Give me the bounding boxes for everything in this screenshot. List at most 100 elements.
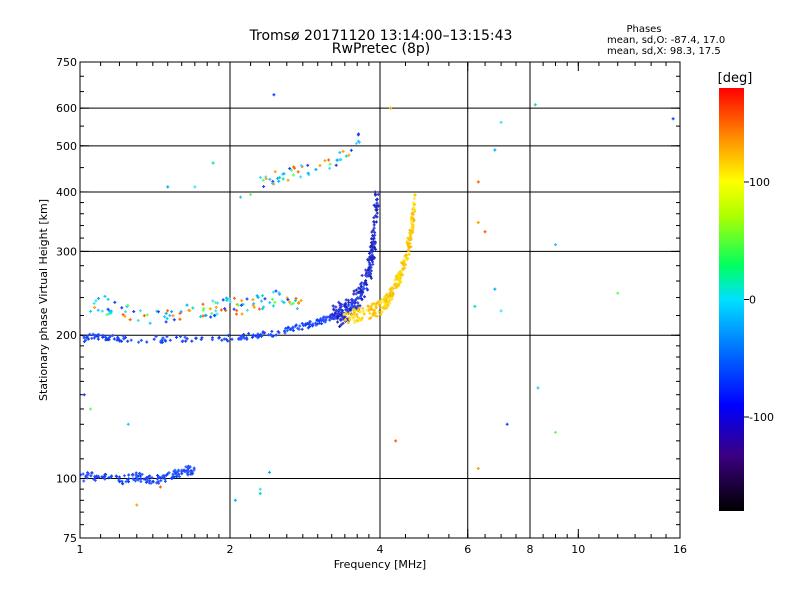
o-trace-point (112, 337, 116, 341)
o-trace-point (274, 333, 278, 337)
upper-trace-point (223, 307, 227, 311)
upper-trace-point (89, 309, 93, 313)
o-trace-point (260, 334, 264, 338)
es-trace-point (160, 475, 164, 479)
scatter-point (249, 193, 253, 197)
x-trace-point (384, 306, 388, 310)
scatter-point (166, 185, 170, 189)
upper-trace-point (270, 297, 274, 301)
es-trace-point (137, 474, 141, 478)
f2-trace-point (273, 170, 277, 174)
es-trace-point (114, 474, 118, 478)
o-trace-point (226, 333, 230, 337)
o-trace-point (322, 315, 326, 319)
x-trace-point (356, 309, 360, 313)
es-trace-point (175, 473, 179, 477)
upper-trace-point (255, 294, 259, 298)
o-trace-point (298, 324, 302, 328)
x-trace-point (368, 311, 372, 315)
f2-trace-point (299, 163, 303, 167)
es-trace-point (103, 477, 107, 481)
o-trace-point (369, 269, 373, 273)
o-trace-point (92, 336, 96, 340)
o-trace-point (371, 255, 375, 259)
o-trace-point (174, 335, 178, 339)
o-trace-point (375, 208, 379, 212)
colorbar-tick-label: 0 (749, 294, 756, 307)
f2-trace-point (258, 176, 262, 180)
o-trace-point (308, 320, 312, 324)
scatter-point (267, 470, 271, 474)
upper-trace-point (285, 296, 289, 300)
x-trace-point (372, 311, 376, 315)
o-trace-point (310, 323, 314, 327)
es-trace-point (136, 478, 140, 482)
o-trace-point (360, 274, 364, 278)
x-trace-point (352, 318, 356, 322)
upper-trace-point (171, 314, 175, 318)
o-trace-point (324, 318, 328, 322)
o-trace-point (254, 334, 258, 338)
o-trace-point (339, 318, 343, 322)
f2-trace-point (334, 163, 338, 167)
f2-trace-point (268, 177, 272, 181)
o-trace-point (356, 304, 360, 308)
f2-trace-point (276, 176, 280, 180)
x-trace-point (343, 318, 347, 322)
o-trace-point (111, 334, 115, 338)
o-trace-point (106, 338, 110, 342)
o-trace-point (165, 335, 169, 339)
o-trace-point (369, 244, 373, 248)
upper-trace-point (252, 305, 256, 309)
x-trace-point (373, 303, 377, 307)
o-trace-point (226, 339, 230, 343)
o-trace-point (335, 309, 339, 313)
o-trace-point (250, 335, 254, 339)
scatter-point (89, 407, 93, 411)
x-tick-label: 6 (464, 543, 471, 556)
x-trace-point (410, 225, 414, 229)
x-trace-point (395, 277, 399, 281)
upper-trace-point (165, 317, 169, 321)
o-trace-point (200, 336, 204, 340)
o-trace-point (185, 337, 189, 341)
upper-trace-point (123, 314, 127, 318)
x-tick-label: 2 (227, 543, 234, 556)
es-trace-point (177, 468, 181, 472)
o-trace-point (376, 193, 380, 197)
scatter-point (493, 287, 497, 291)
o-trace-point (364, 279, 368, 283)
scatter-point (476, 466, 480, 470)
upper-trace-point (157, 310, 161, 314)
x-trace-point (385, 304, 389, 308)
upper-trace-point (286, 298, 290, 302)
es-trace-point (189, 472, 193, 476)
x-trace-point (412, 205, 416, 209)
x-trace-point (399, 273, 403, 277)
o-trace-point (331, 304, 335, 308)
x-trace-point (393, 282, 397, 286)
f2-trace-point (277, 179, 281, 183)
o-trace-point (372, 216, 376, 220)
x-trace-point (410, 222, 414, 226)
o-trace-point (122, 337, 126, 341)
es-trace-point (86, 471, 90, 475)
scatter-point (476, 221, 480, 225)
x-trace-point (380, 298, 384, 302)
upper-trace-point (251, 298, 255, 302)
x-trace-point (356, 315, 360, 319)
f2-trace-point (318, 163, 322, 167)
x-trace-point (384, 295, 388, 299)
x-trace-point (389, 296, 393, 300)
o-trace-point (369, 250, 373, 254)
o-trace-point (241, 333, 245, 337)
y-tick-label: 200 (56, 329, 77, 342)
upper-trace-point (201, 314, 205, 318)
o-trace-point (373, 242, 377, 246)
upper-trace-point (232, 307, 236, 311)
o-trace-point (116, 335, 120, 339)
upper-trace-point (289, 302, 293, 306)
upper-trace-point (210, 311, 214, 315)
f2-trace-point (347, 153, 351, 157)
o-trace-point (288, 328, 292, 332)
